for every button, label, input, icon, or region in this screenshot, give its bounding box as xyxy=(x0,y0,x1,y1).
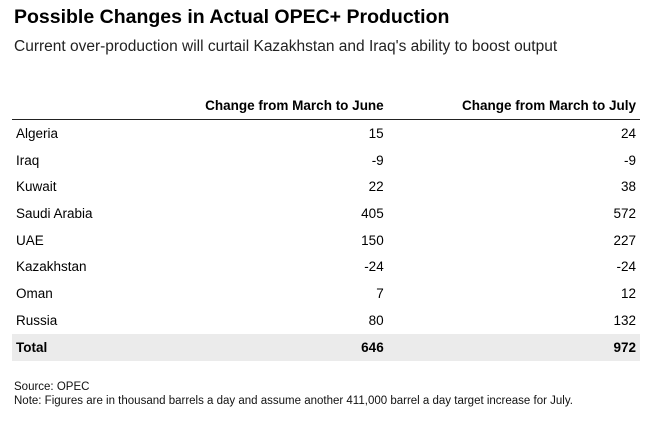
row-name: Kuwait xyxy=(16,179,57,195)
total-label: Total xyxy=(12,333,130,361)
row-july-value: 227 xyxy=(613,232,636,248)
row-name: Kazakhstan xyxy=(16,259,87,275)
row-june-value: 80 xyxy=(368,312,384,328)
total-july-value: 972 xyxy=(387,333,640,361)
row-name: UAE xyxy=(16,232,44,248)
row-july-value: -24 xyxy=(616,259,636,275)
row-name: Oman xyxy=(16,285,53,301)
table-row: Oman 7 12 xyxy=(12,280,640,307)
footnote: Note: Figures are in thousand barrels a … xyxy=(14,395,573,407)
chart-subtitle: Current over-production will curtail Kaz… xyxy=(14,38,558,55)
header-july: Change from March to July xyxy=(387,92,640,120)
row-june-value: 22 xyxy=(368,179,384,195)
total-june-value: 646 xyxy=(129,333,388,361)
row-july-value: -9 xyxy=(623,152,636,168)
row-june-value: 15 xyxy=(368,125,384,141)
row-name: Saudi Arabia xyxy=(16,205,93,221)
row-june-value: 150 xyxy=(361,232,384,248)
chart-title: Possible Changes in Actual OPEC+ Product… xyxy=(14,6,450,28)
row-name: Iraq xyxy=(16,152,40,168)
header-name xyxy=(12,92,130,120)
row-july-value: 132 xyxy=(613,312,636,328)
table-row: Kazakhstan -24 -24 xyxy=(12,253,640,280)
table-row: Algeria 15 24 xyxy=(12,120,640,147)
row-july-value: 24 xyxy=(620,125,636,141)
row-june-value: 405 xyxy=(361,205,384,221)
table-row: UAE 150 227 xyxy=(12,227,640,254)
total-row: Total 646 972 xyxy=(12,333,640,361)
header-june: Change from March to June xyxy=(129,92,388,120)
source-note: Source: OPEC xyxy=(14,381,90,393)
row-name: Russia xyxy=(16,312,58,328)
table-row: Russia 80 132 xyxy=(12,307,640,334)
table-row: Saudi Arabia 405 572 xyxy=(12,200,640,227)
row-july-value: 38 xyxy=(620,179,636,195)
table-row: Kuwait 22 38 xyxy=(12,173,640,200)
row-july-value: 572 xyxy=(613,205,636,221)
header-row: Change from March to June Change from Ma… xyxy=(12,92,640,120)
row-july-value: 12 xyxy=(620,285,636,301)
table-row: Iraq -9 -9 xyxy=(12,147,640,174)
row-name: Algeria xyxy=(16,125,59,141)
production-table: Change from March to June Change from Ma… xyxy=(12,92,640,361)
row-june-value: -24 xyxy=(364,259,384,275)
row-june-value: -9 xyxy=(371,152,384,168)
row-june-value: 7 xyxy=(376,285,384,301)
